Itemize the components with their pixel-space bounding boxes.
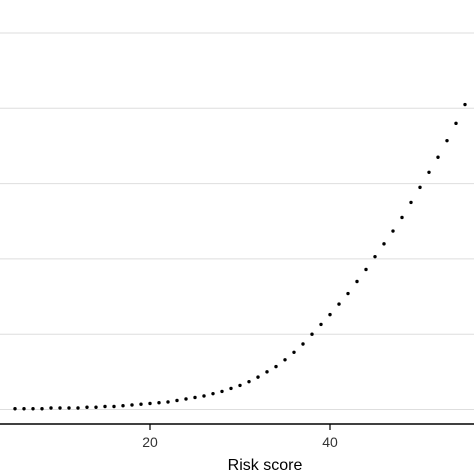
data-point — [13, 407, 17, 411]
data-point — [112, 404, 116, 409]
data-point — [427, 170, 431, 175]
data-point — [256, 375, 260, 379]
data-point — [58, 406, 62, 410]
x-tick-label-40: 40 — [322, 434, 338, 450]
data-point — [229, 386, 233, 391]
data-point — [445, 138, 449, 143]
data-point — [67, 406, 71, 410]
data-point — [103, 404, 107, 409]
data-point — [346, 291, 350, 296]
x-axis-ticks: 20 40 — [142, 424, 338, 450]
data-point — [157, 401, 161, 405]
data-point — [220, 389, 224, 394]
data-point — [139, 402, 143, 406]
data-point — [310, 332, 314, 336]
data-point — [328, 312, 332, 317]
data-point — [436, 155, 440, 159]
data-point — [364, 267, 368, 272]
data-point — [247, 379, 251, 384]
data-point — [400, 215, 404, 220]
data-point — [382, 242, 386, 246]
data-point — [319, 322, 323, 327]
data-point — [49, 406, 53, 410]
data-point — [148, 401, 152, 406]
data-point — [121, 404, 125, 408]
data-point — [193, 395, 197, 400]
data-point — [292, 350, 296, 354]
data-point — [265, 370, 269, 374]
gridlines — [0, 32, 474, 410]
data-point — [166, 400, 170, 404]
data-point — [355, 279, 359, 284]
data-point — [31, 407, 35, 411]
data-point — [373, 254, 377, 259]
data-point — [130, 403, 134, 407]
x-tick-label-20: 20 — [142, 434, 158, 450]
data-point — [274, 364, 278, 369]
data-point — [238, 383, 242, 388]
data-point — [85, 405, 89, 409]
x-axis-title: Risk score — [228, 457, 303, 474]
data-point — [211, 391, 215, 396]
data-point — [418, 185, 422, 190]
data-points — [13, 102, 467, 411]
data-point — [202, 394, 206, 398]
data-point — [463, 102, 467, 107]
data-point — [175, 398, 179, 403]
data-point — [76, 406, 80, 410]
data-point — [184, 397, 188, 401]
data-point — [409, 200, 413, 205]
data-point — [22, 407, 26, 411]
data-point — [283, 358, 287, 362]
data-point — [40, 407, 44, 411]
data-point — [454, 121, 458, 126]
data-point — [301, 342, 305, 346]
data-point — [94, 405, 98, 409]
data-point — [391, 229, 395, 233]
data-point — [337, 302, 341, 306]
